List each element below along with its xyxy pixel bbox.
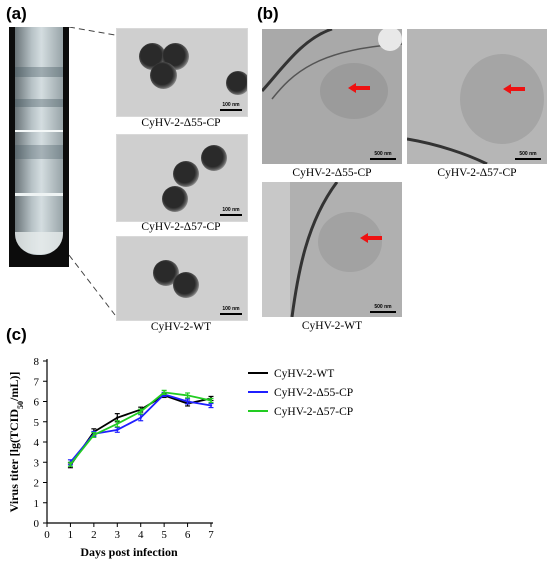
scale-bar: 100 nm xyxy=(220,207,242,216)
legend-label: CyHV-2-WT xyxy=(274,368,334,380)
tem-caption-wt: CyHV-2-WT xyxy=(150,321,212,333)
section-caption-wt: CyHV-2-WT xyxy=(301,320,363,332)
scale-bar: 500 nm xyxy=(370,304,396,313)
section-image-d57: 500 nm xyxy=(407,29,547,164)
data-point xyxy=(116,428,119,432)
red-arrow-icon xyxy=(348,83,370,93)
data-point xyxy=(186,394,189,397)
scale-label: 100 nm xyxy=(222,102,240,108)
y-tick-label: 3 xyxy=(34,457,40,469)
x-tick-label: 2 xyxy=(91,529,97,541)
scale-bar: 500 nm xyxy=(515,151,541,160)
titer-line-chart: 0 1 2 3 4 5 6 7 0 1 2 3 4 5 6 7 8 Days post infection Viru… xyxy=(7,356,353,559)
x-tick-label: 3 xyxy=(115,529,121,541)
scale-label: 500 nm xyxy=(374,151,392,157)
scale-bar: 100 nm xyxy=(220,306,242,315)
x-tick-label: 6 xyxy=(185,529,191,541)
y-tick-label: 6 xyxy=(34,397,40,409)
x-axis-label: Days post infection xyxy=(80,545,178,559)
tem-image-d57: 100 nm xyxy=(116,134,248,222)
data-point xyxy=(186,400,189,403)
x-tick-label: 0 xyxy=(44,529,50,541)
panel-label-b: (b) xyxy=(257,4,279,23)
data-point xyxy=(116,422,119,425)
legend-label: CyHV-2-Δ55-CP xyxy=(274,387,353,399)
data-point xyxy=(139,416,142,419)
tem-caption-d55: CyHV-2-Δ55-CP xyxy=(141,117,221,129)
data-point xyxy=(162,391,166,394)
panel-label-a: (a) xyxy=(6,4,27,23)
section-image-wt: 500 nm xyxy=(262,182,402,317)
data-point xyxy=(69,463,72,466)
x-tick-label: 7 xyxy=(208,529,214,541)
y-tick-label: 0 xyxy=(34,518,40,530)
y-tick-label: 5 xyxy=(34,417,40,429)
y-tick-label: 7 xyxy=(34,376,40,388)
x-tick-label: 5 xyxy=(161,529,167,541)
scale-label: 100 nm xyxy=(222,306,240,312)
scale-bar: 100 nm xyxy=(220,102,242,111)
scale-label: 500 nm xyxy=(519,151,537,157)
section-caption-d55: CyHV-2-Δ55-CP xyxy=(292,167,372,179)
data-point xyxy=(209,404,213,407)
data-point xyxy=(209,399,213,402)
red-arrow-icon xyxy=(503,84,525,94)
zoom-connector xyxy=(69,27,116,316)
y-tick-label: 8 xyxy=(34,356,40,368)
y-tick-label: 2 xyxy=(34,478,40,490)
y-tick-label: 1 xyxy=(34,498,40,510)
section-image-d55: 500 nm xyxy=(262,29,402,164)
tem-image-wt: 100 nm xyxy=(116,236,248,321)
tem-image-d55: 100 nm xyxy=(116,28,248,117)
data-point xyxy=(116,416,119,419)
data-point xyxy=(139,410,142,413)
gradient-tube-photo xyxy=(9,27,69,267)
scale-bar: 500 nm xyxy=(370,151,396,160)
x-tick-label: 4 xyxy=(138,529,144,541)
panel-label-c: (c) xyxy=(6,325,27,344)
tem-caption-d57: CyHV-2-Δ57-CP xyxy=(141,221,221,233)
red-arrow-icon xyxy=(360,233,382,243)
scale-label: 500 nm xyxy=(374,304,392,310)
data-point xyxy=(92,433,96,437)
legend-label: CyHV-2-Δ57-CP xyxy=(274,406,353,418)
y-axis-label: Virus titer [lg(TCID50/mL)] xyxy=(7,372,25,513)
y-tick-label: 4 xyxy=(34,437,40,449)
section-caption-d57: CyHV-2-Δ57-CP xyxy=(437,167,517,179)
scale-label: 100 nm xyxy=(222,207,240,213)
x-tick-label: 1 xyxy=(68,529,74,541)
